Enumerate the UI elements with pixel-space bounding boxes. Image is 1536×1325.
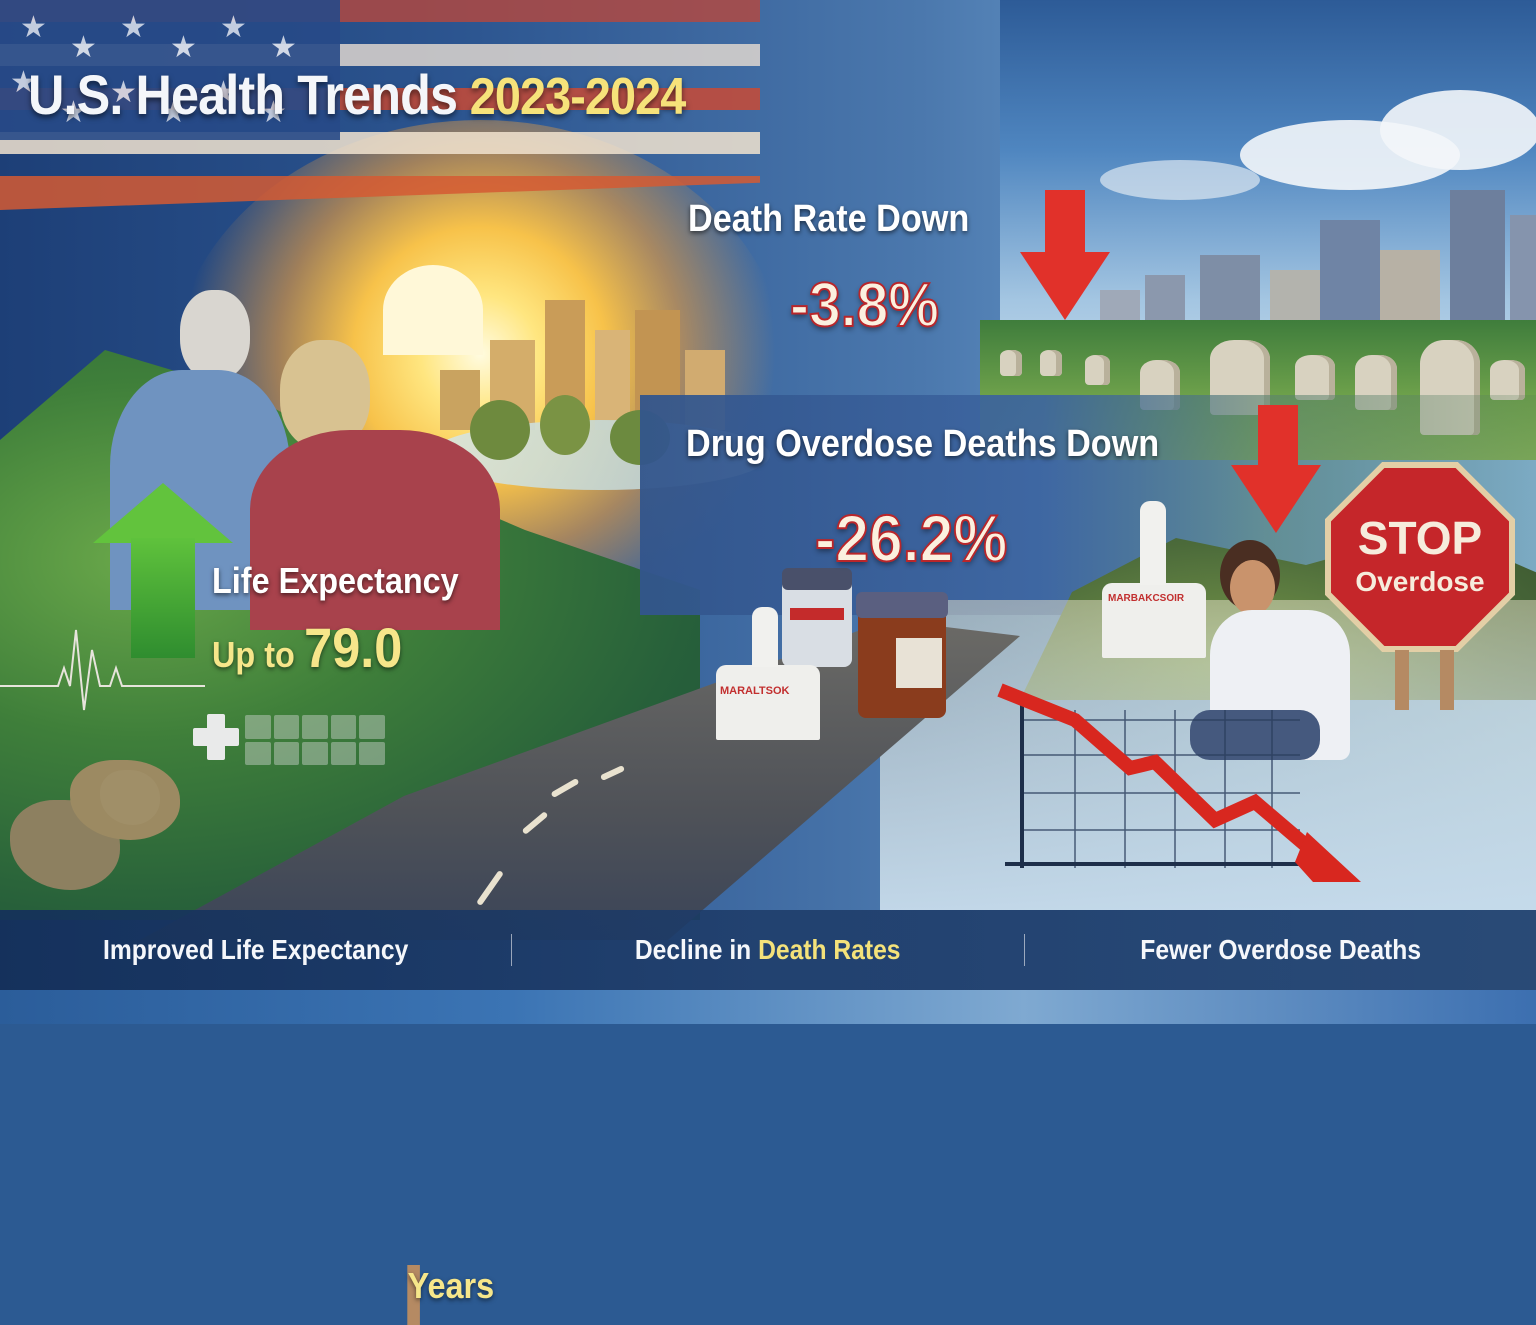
nasal-spray-right: MARBAKCSOIR [1102,501,1206,658]
life-expectancy-label: Life Expectancy [212,560,459,601]
summary-text: Improved Life Expectancy [102,934,409,965]
sign-post [1440,650,1454,710]
rock [100,770,160,825]
summary-life-expectancy: Improved Life Expectancy [31,934,481,966]
summary-text: Fewer Overdose Deaths [1139,934,1421,965]
death-rate-label: Death Rate Down [688,198,970,240]
product-label: MARALTSOK [720,685,790,697]
stop-overdose-sign: STOP Overdose [1325,462,1515,652]
overdose-label: Drug Overdose Deaths Down [686,423,1160,465]
illustration-background: ★ ★ ★ ★ ★ ★ ★ ★ ★ ★ ★ ★ [0,0,1536,1024]
title-text: U.S. Health Trends [28,63,458,126]
stop-sign-line2: Overdose [1355,566,1485,598]
stop-sign-line1: STOP [1357,512,1483,565]
green-up-arrow-icon [85,483,233,658]
divider [1023,934,1025,966]
life-expectancy-prefix: Up to [212,634,295,675]
overdose-value: -26.2% [814,500,1008,576]
declining-trend-chart [997,683,1361,882]
tree [470,400,530,460]
life-expectancy-value: Up to 79.0 Years [212,615,494,1325]
divider [511,934,513,966]
sun [383,265,483,355]
footer-watercolor-strip [0,990,1536,1024]
cloud [1100,160,1260,200]
summary-bar: Improved Life Expectancy Decline in Deat… [0,910,1536,990]
title-years: 2023-2024 [469,68,687,126]
red-down-arrow-icon [1228,405,1323,535]
sign-post [1395,650,1409,710]
product-label: MARBAKCSOIR [1108,593,1185,604]
heartbeat-ekg-icon [0,629,205,711]
death-rate-value: -3.8% [789,270,940,341]
pill-bottle-amber [856,592,948,718]
summary-death-rates: Decline in Death Rates [543,934,993,966]
summary-highlight: Death Rates [758,934,901,965]
red-down-arrow-icon [1020,190,1110,320]
doctor-figure [1190,540,1360,780]
page-title: U.S. Health Trends 2023-2024 [28,62,687,127]
nasal-spray-left: MARALTSOK [716,607,820,740]
life-expectancy-number: 79.0 [304,616,403,679]
life-expectancy-suffix: Years [407,1265,494,1325]
brick-pattern-icon [245,715,385,765]
summary-text: Decline in [635,934,759,965]
tree [540,395,590,455]
cloud [1380,90,1536,170]
summary-overdose: Fewer Overdose Deaths [1055,934,1505,966]
pill-bottle-white [782,568,852,667]
elderly-woman [250,340,500,630]
american-flag: ★ ★ ★ ★ ★ ★ ★ ★ ★ ★ ★ ★ [0,0,760,210]
